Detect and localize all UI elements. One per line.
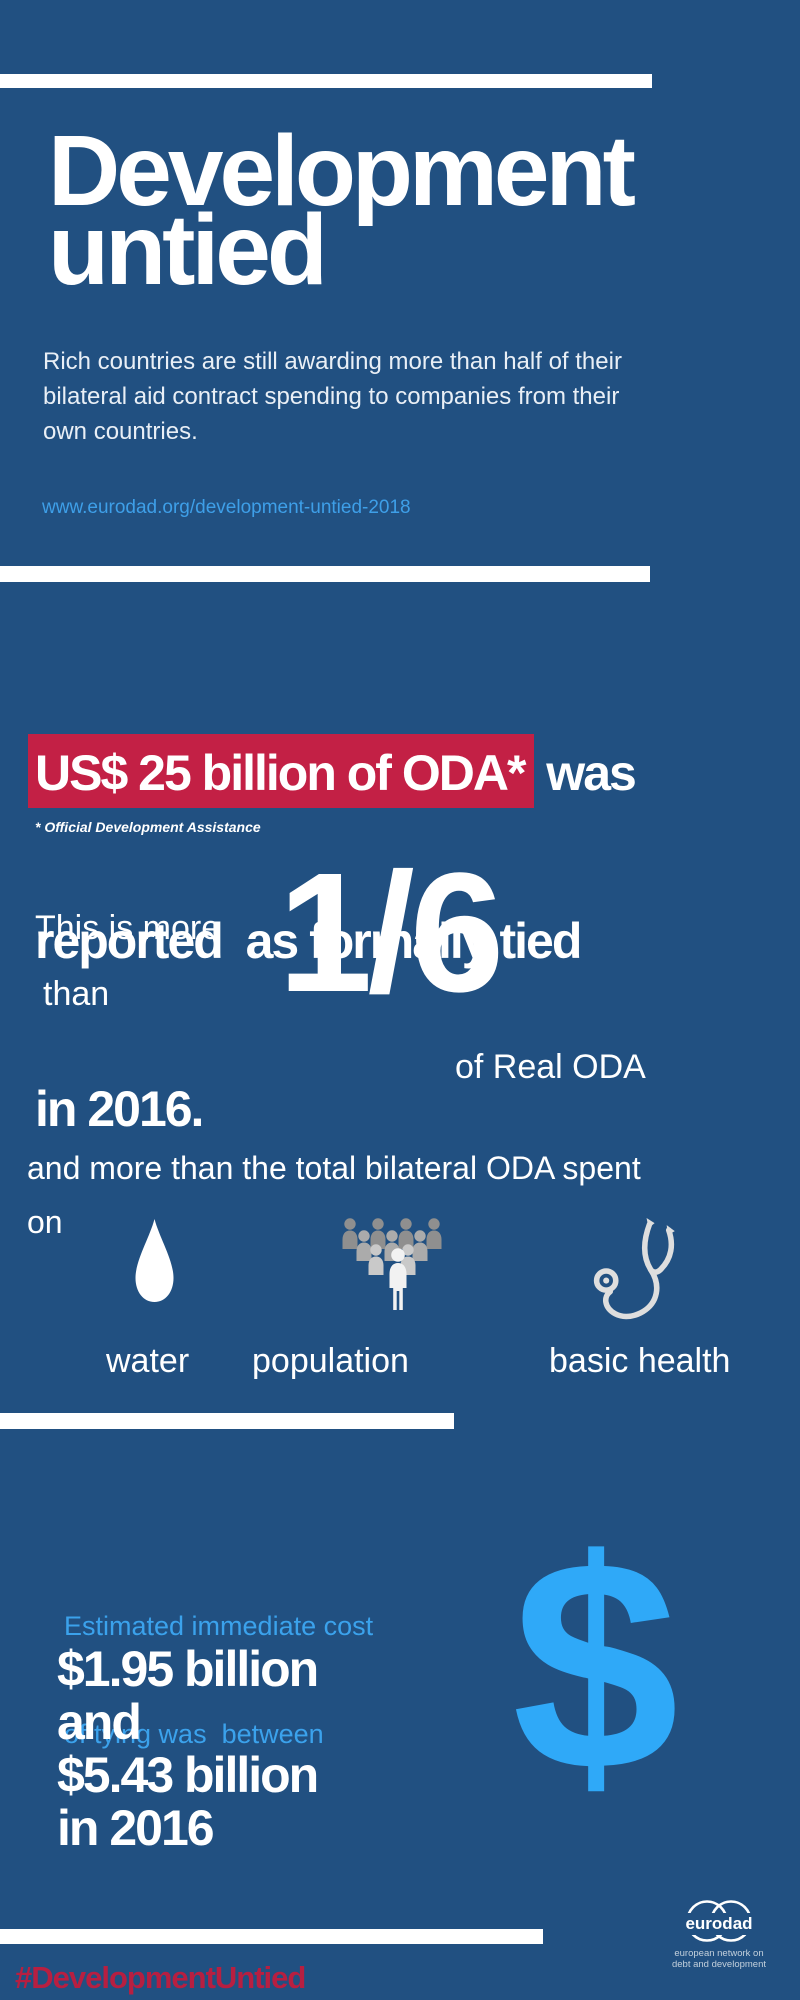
cost-amount-line1: $1.95 billion: [57, 1641, 319, 1697]
tied-headline-line3: in 2016.: [35, 1081, 204, 1137]
tied-oda-headline: US$ 25 billion of ODA* was reported as f…: [28, 633, 637, 1249]
fraction-lead-line2: than: [43, 975, 110, 1013]
fraction-lead-line1: This is more: [35, 909, 221, 947]
cost-intro-text: Estimated immediate cost of tying was be…: [64, 1536, 373, 1824]
fraction-lead-text: This is more than: [35, 895, 220, 1027]
stethoscope-icon: [588, 1214, 696, 1335]
bottom-divider-bar: [0, 1929, 543, 1944]
one-sixth-figure: 1/6: [278, 838, 504, 1028]
intro-line: own countries.: [43, 418, 198, 445]
category-label-water: water: [106, 1342, 190, 1380]
eurodad-tagline-line2: debt and development: [671, 1959, 767, 1970]
of-real-oda-text: of Real ODA: [455, 1048, 646, 1086]
cost-amount-line3: $5.43 billion: [57, 1747, 319, 1803]
categories-intro-line1: and more than the total bilateral ODA sp…: [27, 1150, 641, 1186]
red-highlight: US$ 25 billion of ODA*: [28, 734, 535, 808]
tied-headline-line2: reported as formally tied: [35, 913, 582, 969]
eurodad-tagline-line1: european network on: [674, 1948, 764, 1959]
tied-headline-after: was: [534, 745, 637, 801]
category-label-basic-health: basic health: [549, 1342, 731, 1380]
third-divider-bar: [0, 1413, 454, 1429]
second-divider-bar: [0, 566, 650, 582]
page-title-line2: untied: [48, 194, 328, 306]
categories-intro: and more than the total bilateral ODA sp…: [27, 1141, 641, 1249]
tied-headline-line1: US$ 25 billion of ODA* was: [28, 734, 637, 808]
intro-line: Rich countries are still awarding more t…: [43, 348, 622, 375]
cost-intro-line1: Estimated immediate cost: [64, 1611, 374, 1641]
page-title: Development untied: [48, 115, 636, 306]
dollar-sign-icon: $: [512, 1497, 679, 1833]
intro-line: bilateral aid contract spending to compa…: [43, 383, 620, 410]
eurodad-logo-wordmark: eurodad: [682, 1913, 756, 1935]
hashtag-text: #DevelopmentUntied: [15, 1960, 306, 1995]
top-divider-bar: [0, 74, 652, 88]
water-drop-icon: [132, 1218, 177, 1309]
cost-amounts: $1.95 billion and $5.43 billion in 2016: [57, 1641, 319, 1856]
oda-footnote: * Official Development Assistance: [35, 819, 261, 835]
cost-amount-line4: in 2016: [57, 1800, 215, 1856]
intro-paragraph: Rich countries are still awarding more t…: [43, 344, 622, 449]
category-label-population: population: [252, 1342, 409, 1380]
page-title-line1: Development: [48, 115, 636, 227]
cost-amount-line2: and: [57, 1694, 142, 1750]
report-url-link[interactable]: www.eurodad.org/development-untied-2018: [42, 497, 411, 518]
categories-intro-line2: on: [27, 1204, 63, 1240]
cost-intro-line2: of tying was between: [64, 1719, 324, 1749]
population-icon: [340, 1216, 456, 1321]
